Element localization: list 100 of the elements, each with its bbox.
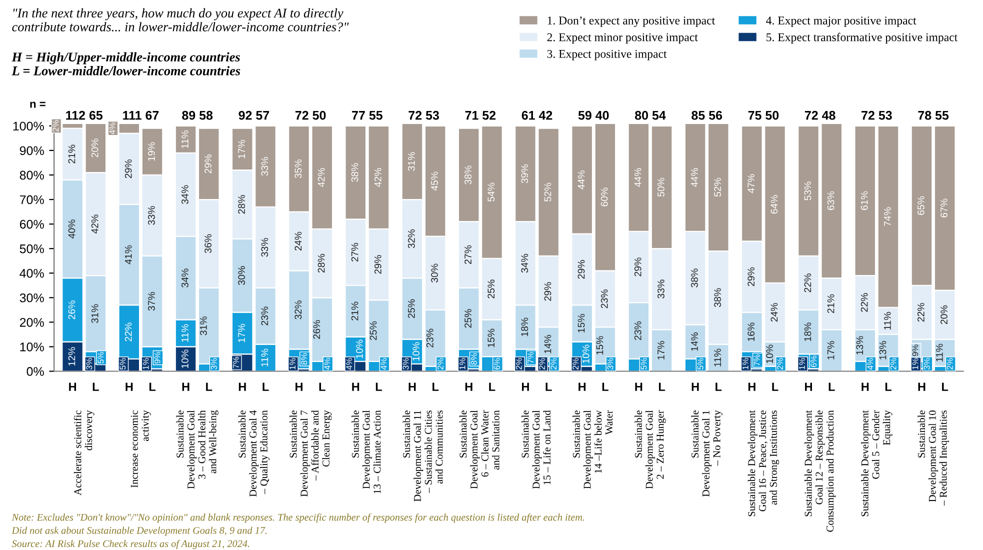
data-label: 5% bbox=[697, 358, 704, 370]
x-tick-label: L bbox=[376, 382, 382, 391]
data-label: 28% bbox=[318, 254, 325, 273]
data-label: 47% bbox=[748, 174, 754, 194]
data-label: 27% bbox=[464, 245, 472, 264]
data-label: 9% bbox=[154, 352, 160, 364]
chart-subtitle: H = High/Upper-middle-income countries L = Lower-middle/lower-income countries bbox=[12, 52, 240, 76]
text: Sustainable Development Goal 12 – Responsible Consumption and Production bbox=[804, 410, 836, 532]
data-label: 21% bbox=[351, 302, 358, 320]
data-label: 2% bbox=[52, 120, 59, 132]
data-label: 22% bbox=[804, 274, 812, 292]
y-tick-label: 40% bbox=[20, 268, 44, 278]
data-label: 24% bbox=[770, 302, 778, 322]
x-tick-label: H bbox=[578, 382, 586, 391]
text: 61 42 bbox=[522, 110, 552, 120]
data-label: 20% bbox=[940, 305, 948, 324]
x-tick-label: L bbox=[206, 382, 212, 391]
y-tick-label: 70% bbox=[20, 195, 44, 204]
x-tick-label: H bbox=[635, 382, 642, 391]
data-label: 64% bbox=[770, 195, 778, 214]
data-label: 6% bbox=[810, 356, 817, 368]
x-tick-label: H bbox=[69, 382, 76, 391]
x-tick-label: H bbox=[126, 382, 133, 391]
data-label: 38% bbox=[691, 268, 698, 288]
text: 111 67 bbox=[123, 110, 159, 120]
data-label: 35% bbox=[294, 159, 302, 178]
data-label: 23% bbox=[261, 306, 268, 326]
data-label: 32% bbox=[294, 300, 302, 320]
data-label: 11% bbox=[261, 348, 268, 366]
source-note: Source: AI Risk Pulse Check results as of August 21, 2024. bbox=[12, 540, 250, 550]
text: 80 54 bbox=[634, 110, 666, 120]
data-label: 31% bbox=[408, 152, 415, 171]
data-label: 30% bbox=[431, 264, 438, 282]
data-label: 42% bbox=[374, 168, 382, 187]
x-tick-label: L bbox=[772, 382, 778, 391]
data-label: 42% bbox=[318, 168, 325, 187]
data-label: 5% bbox=[98, 352, 104, 364]
data-label: 52% bbox=[544, 182, 552, 202]
data-label: 33% bbox=[658, 280, 664, 298]
data-label: 44% bbox=[691, 168, 698, 187]
data-label: 65% bbox=[917, 196, 924, 215]
data-label: 25% bbox=[488, 280, 495, 298]
chart-title: "In the next three years, how much do you expect AI to directly contribute towards... in lower-middle/lower-income countries?" bbox=[12, 8, 349, 32]
data-label: 23% bbox=[426, 328, 434, 348]
data-label: 16% bbox=[748, 322, 755, 341]
data-label: 15% bbox=[488, 328, 495, 348]
data-label: 33% bbox=[261, 238, 268, 257]
x-tick-label: L bbox=[489, 382, 496, 391]
text: Sustainable Development Goal 6 – Clean Water and Sanitation bbox=[459, 410, 500, 489]
data-label: 10% bbox=[182, 350, 188, 368]
x-tick-label: L bbox=[942, 382, 948, 391]
data-label: 44% bbox=[634, 168, 642, 187]
data-label: 26% bbox=[68, 300, 76, 320]
data-label: 22% bbox=[124, 322, 132, 342]
data-label: 37% bbox=[148, 292, 155, 311]
data-label: 1% bbox=[459, 358, 466, 370]
data-label: 8% bbox=[301, 353, 308, 365]
text: 77 55 bbox=[352, 111, 382, 120]
data-label: 5% bbox=[640, 358, 647, 370]
data-label: 42% bbox=[91, 214, 98, 234]
legend-label: 2. Expect minor positive impact bbox=[547, 33, 698, 44]
x-tick-label: L bbox=[828, 382, 835, 391]
y-tick-label: 80% bbox=[20, 170, 44, 180]
data-label: 34% bbox=[521, 254, 528, 273]
data-label: 13% bbox=[879, 341, 886, 360]
text: 72 53 bbox=[408, 110, 439, 120]
text: 72 48 bbox=[804, 110, 836, 120]
data-label: 9% bbox=[912, 344, 918, 356]
data-label: 29% bbox=[544, 282, 552, 301]
data-label: 34% bbox=[182, 268, 188, 288]
legend-label: 1. Don’t expect any positive impact bbox=[548, 16, 716, 27]
data-label: 61% bbox=[860, 191, 868, 210]
data-label: 10% bbox=[766, 344, 774, 364]
y-tick-label: 0% bbox=[26, 367, 44, 376]
data-label: 39% bbox=[521, 164, 528, 184]
data-label: 5% bbox=[120, 358, 126, 370]
data-label: 31% bbox=[91, 304, 98, 323]
x-tick-label: L bbox=[92, 382, 99, 391]
data-label: 11% bbox=[936, 344, 943, 362]
data-label: 25% bbox=[464, 309, 472, 328]
text: Sustainable Development Goal 15 – Life on Land bbox=[521, 410, 551, 489]
legend-label: 5. Expect transformative positive impact bbox=[766, 32, 958, 44]
data-label: 29% bbox=[374, 255, 382, 274]
data-label: 29% bbox=[204, 154, 212, 174]
data-label: 17% bbox=[238, 324, 245, 342]
data-label: 11% bbox=[714, 348, 721, 366]
text: 92 57 bbox=[238, 110, 270, 120]
x-tick-label: L bbox=[262, 382, 269, 391]
y-tick-label: 20% bbox=[20, 318, 44, 327]
text: 72 50 bbox=[295, 110, 326, 120]
data-label: 19% bbox=[148, 142, 155, 161]
text: Accelerate scientific discovery bbox=[74, 410, 94, 496]
text: Sustainable Development Goal 2 – Zero Hunger bbox=[634, 410, 666, 489]
data-label: 38% bbox=[714, 288, 722, 308]
data-label: 18% bbox=[804, 322, 812, 341]
data-label: 18% bbox=[521, 318, 528, 336]
data-label: 23% bbox=[634, 321, 642, 340]
text: 71 52 bbox=[465, 110, 496, 120]
data-label: 67% bbox=[940, 198, 948, 218]
x-tick-label: L bbox=[658, 382, 666, 391]
